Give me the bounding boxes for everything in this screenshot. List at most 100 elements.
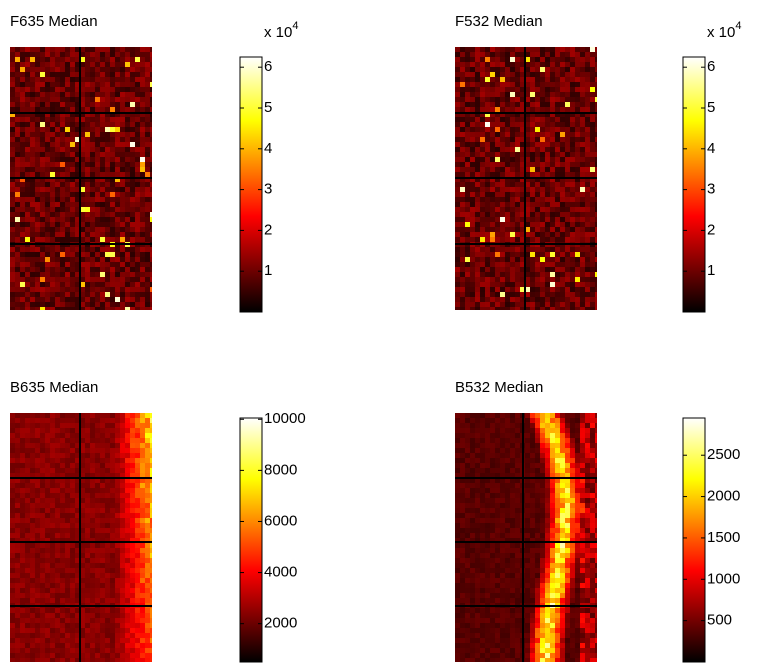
scale-base: x 10 xyxy=(707,24,735,41)
heatmap-cell xyxy=(465,468,470,473)
heatmap-cell xyxy=(95,277,100,282)
heatmap-cell xyxy=(595,87,597,92)
heatmap-cell xyxy=(15,458,20,463)
heatmap-cell xyxy=(145,528,150,533)
heatmap-cell xyxy=(120,568,125,573)
heatmap-cell xyxy=(510,468,515,473)
heatmap-cell xyxy=(90,438,95,443)
heatmap-cell xyxy=(460,458,465,463)
heatmap-cell xyxy=(490,47,495,52)
heatmap-cell xyxy=(535,132,540,137)
heatmap-cell xyxy=(105,568,110,573)
heatmap-cell xyxy=(125,87,130,92)
heatmap-cell xyxy=(550,107,555,112)
heatmap-cell xyxy=(15,513,20,518)
heatmap-cell xyxy=(20,162,25,167)
heatmap-cell xyxy=(70,47,75,52)
heatmap-cell xyxy=(135,498,140,503)
heatmap-cell xyxy=(105,643,110,648)
heatmap-cell xyxy=(565,302,570,307)
heatmap-cell xyxy=(460,222,465,227)
heatmap-cell xyxy=(145,423,150,428)
heatmap-cell xyxy=(575,413,580,418)
heatmap-cell xyxy=(65,538,70,543)
heatmap-cell xyxy=(55,147,60,152)
heatmap-cell xyxy=(45,548,50,553)
heatmap-cell xyxy=(90,117,95,122)
heatmap-cell xyxy=(510,428,515,433)
heatmap-cell xyxy=(65,413,70,418)
heatmap-cell xyxy=(565,107,570,112)
heatmap-cell xyxy=(105,548,110,553)
heatmap-cell xyxy=(55,588,60,593)
heatmap-cell xyxy=(60,122,65,127)
heatmap-cell xyxy=(135,443,140,448)
heatmap-cell xyxy=(150,623,152,628)
heatmap-cell xyxy=(545,212,550,217)
heatmap-cell xyxy=(520,112,525,117)
heatmap-cell xyxy=(105,588,110,593)
heatmap-cell xyxy=(480,458,485,463)
heatmap-cell xyxy=(45,87,50,92)
heatmap-cell xyxy=(500,152,505,157)
heatmap-cell xyxy=(140,52,145,57)
heatmap-cell xyxy=(470,227,475,232)
heatmap-cell xyxy=(20,227,25,232)
heatmap-cell xyxy=(70,568,75,573)
heatmap-cell xyxy=(25,588,30,593)
heatmap-cell xyxy=(535,277,540,282)
heatmap-cell xyxy=(90,448,95,453)
heatmap-cell xyxy=(465,52,470,57)
heatmap-cell xyxy=(540,107,545,112)
heatmap-cell xyxy=(80,508,85,513)
heatmap-cell xyxy=(10,508,15,513)
heatmap-cell xyxy=(60,167,65,172)
heatmap-cell xyxy=(575,112,580,117)
heatmap-cell xyxy=(590,107,595,112)
heatmap-cell xyxy=(510,232,515,237)
heatmap-cell xyxy=(85,428,90,433)
heatmap-cell xyxy=(545,282,550,287)
heatmap-cell xyxy=(135,628,140,633)
heatmap-cell xyxy=(535,152,540,157)
heatmap-cell xyxy=(55,212,60,217)
heatmap-cell xyxy=(80,157,85,162)
heatmap-cell xyxy=(550,62,555,67)
heatmap-cell xyxy=(90,197,95,202)
heatmap-cell xyxy=(465,157,470,162)
heatmap-cell xyxy=(125,187,130,192)
heatmap-cell xyxy=(555,257,560,262)
heatmap-cell xyxy=(85,142,90,147)
heatmap-cell xyxy=(515,67,520,72)
heatmap-cell xyxy=(560,87,565,92)
heatmap-cell xyxy=(135,97,140,102)
heatmap-cell xyxy=(150,227,152,232)
heatmap-cell xyxy=(115,628,120,633)
heatmap-cell xyxy=(115,538,120,543)
heatmap-cell xyxy=(580,112,585,117)
heatmap-cell xyxy=(30,137,35,142)
heatmap-cell xyxy=(120,247,125,252)
heatmap-cell xyxy=(575,202,580,207)
heatmap-cell xyxy=(520,127,525,132)
heatmap-cell xyxy=(60,237,65,242)
heatmap-cell xyxy=(150,498,152,503)
heatmap-cell xyxy=(80,292,85,297)
heatmap-cell xyxy=(460,202,465,207)
heatmap-cell xyxy=(520,287,525,292)
heatmap-cell xyxy=(115,423,120,428)
heatmap-cell xyxy=(595,82,597,87)
heatmap-cell xyxy=(515,267,520,272)
heatmap-cell xyxy=(40,67,45,72)
heatmap-cell xyxy=(120,478,125,483)
heatmap-cell xyxy=(80,638,85,643)
heatmap-cell xyxy=(50,533,55,538)
heatmap-cell xyxy=(70,307,75,310)
heatmap-cell xyxy=(55,222,60,227)
heatmap-cell xyxy=(85,217,90,222)
heatmap-cell xyxy=(50,117,55,122)
heatmap-cell xyxy=(570,468,575,473)
heatmap-cell xyxy=(465,418,470,423)
heatmap-cell xyxy=(115,97,120,102)
heatmap-cell xyxy=(460,423,465,428)
